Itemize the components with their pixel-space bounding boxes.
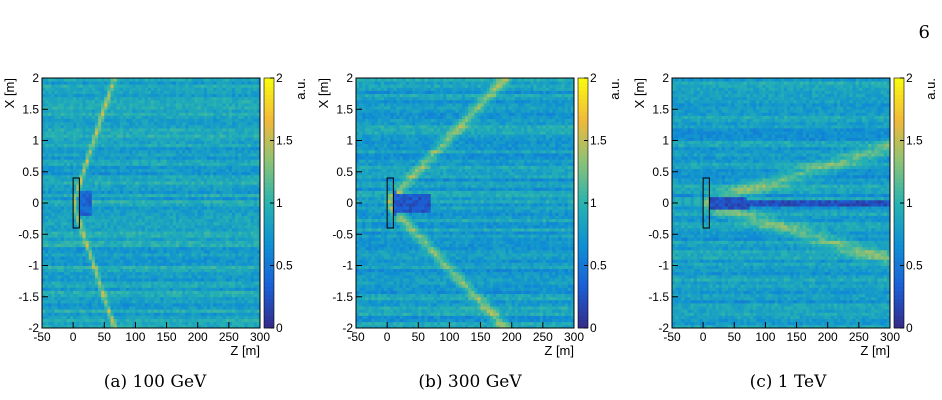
colorbar xyxy=(264,78,274,329)
y-tick-label: 0 xyxy=(662,196,669,210)
y-tick-label: 1.5 xyxy=(652,102,669,116)
y-tick-label: 0 xyxy=(346,196,353,210)
x-tick-label: 200 xyxy=(502,330,522,344)
y-tick-label: 1 xyxy=(32,134,39,148)
y-tick-label: -1.5 xyxy=(648,290,669,304)
x-tick-label: 250 xyxy=(849,330,869,344)
y-tick-label: -1 xyxy=(342,259,353,273)
x-tick-label: 0 xyxy=(70,330,77,344)
y-tick-label: -0.5 xyxy=(332,227,353,241)
y-tick-label: -1 xyxy=(658,259,669,273)
x-tick-label: -50 xyxy=(347,330,365,344)
colorbar-title: a.u. xyxy=(293,78,308,100)
heatmap-cells xyxy=(672,78,891,329)
y-tick-label: -1 xyxy=(28,259,39,273)
panel-c: -50 0 50 100 150 200 250 300 -2 -1.5 -1 -0.5 0 0.5 1 1.… xyxy=(630,70,940,370)
caption-a: (a) 100 GeV xyxy=(103,372,207,392)
detector-box xyxy=(72,177,80,229)
colorbar-tick-label: 0 xyxy=(276,321,283,335)
colorbar-tick-label: 1 xyxy=(590,196,597,210)
y-axis-title: X [m] xyxy=(632,78,647,108)
colorbar-tick-label: 2 xyxy=(276,71,283,85)
detector-box xyxy=(386,177,394,229)
y-tick-label: -0.5 xyxy=(648,227,669,241)
y-tick-label: 1 xyxy=(662,134,669,148)
heatmap-cells xyxy=(356,78,575,329)
y-tick-label: 1.5 xyxy=(336,102,353,116)
x-tick-label: 50 xyxy=(98,330,112,344)
y-tick-label: 0.5 xyxy=(336,165,353,179)
colorbar-tick-label: 1 xyxy=(906,196,913,210)
x-tick-label: 100 xyxy=(755,330,775,344)
caption-c: (c) 1 TeV xyxy=(749,372,827,392)
y-tick-label: -2 xyxy=(342,321,353,335)
y-tick-label: 0.5 xyxy=(652,165,669,179)
y-tick-label: 2 xyxy=(346,71,353,85)
colorbar xyxy=(894,78,904,329)
colorbar-tick-label: 1.5 xyxy=(590,134,607,148)
colorbar-tick-label: 1.5 xyxy=(276,134,293,148)
y-tick-label: 1.5 xyxy=(22,102,39,116)
colorbar-tick-label: 0 xyxy=(590,321,597,335)
x-tick-label: 250 xyxy=(219,330,239,344)
y-tick-label: 0 xyxy=(32,196,39,210)
x-tick-label: 0 xyxy=(384,330,391,344)
y-axis-title: X [m] xyxy=(316,78,331,108)
colorbar-tick-label: 2 xyxy=(906,71,913,85)
panel-b: -50 0 50 100 150 200 250 300 -2 -1.5 -1 -0.5 0 0.5 1 1.… xyxy=(314,70,624,370)
x-tick-label: 150 xyxy=(787,330,807,344)
detector-box xyxy=(702,177,710,229)
colorbar-tick-label: 0.5 xyxy=(590,259,607,273)
y-tick-label: -0.5 xyxy=(18,227,39,241)
x-tick-label: 300 xyxy=(880,330,900,344)
colorbar xyxy=(578,78,588,329)
x-tick-label: 100 xyxy=(125,330,145,344)
colorbar-tick-label: 1 xyxy=(276,196,283,210)
x-tick-label: 150 xyxy=(157,330,177,344)
y-axis-title: X [m] xyxy=(2,78,17,108)
heatmap-100gev: -50 0 50 100 150 200 250 300 -2 -1.5 -1 -0.5 0 0.5 1 1.… xyxy=(2,71,308,358)
x-tick-label: -50 xyxy=(33,330,51,344)
x-axis-title: Z [m] xyxy=(860,343,890,358)
heatmap-1tev: -50 0 50 100 150 200 250 300 -2 -1.5 -1 -0.5 0 0.5 1 1.… xyxy=(632,71,938,358)
y-tick-label: -1.5 xyxy=(332,290,353,304)
x-axis-title: Z [m] xyxy=(230,343,260,358)
y-tick-label: 1 xyxy=(346,134,353,148)
x-tick-label: 200 xyxy=(188,330,208,344)
x-tick-label: 300 xyxy=(250,330,270,344)
x-axis-title: Z [m] xyxy=(544,343,574,358)
colorbar-tick-label: 0.5 xyxy=(906,259,923,273)
heatmap-300gev: -50 0 50 100 150 200 250 300 -2 -1.5 -1 -0.5 0 0.5 1 1.… xyxy=(316,71,622,358)
x-tick-label: -50 xyxy=(663,330,681,344)
colorbar-tick-label: 0.5 xyxy=(276,259,293,273)
colorbar-title: a.u. xyxy=(923,78,938,100)
y-tick-label: 0.5 xyxy=(22,165,39,179)
y-tick-label: -2 xyxy=(28,321,39,335)
panel-a: -50 0 50 100 150 200 250 300 -2 -1.5 -1 -0.5 0 0.5 1 1.… xyxy=(0,70,310,370)
x-tick-label: 200 xyxy=(818,330,838,344)
caption-b: (b) 300 GeV xyxy=(418,372,522,392)
colorbar-tick-label: 2 xyxy=(590,71,597,85)
y-tick-label: 2 xyxy=(32,71,39,85)
x-tick-label: 50 xyxy=(728,330,742,344)
x-tick-label: 300 xyxy=(564,330,584,344)
page-number: 6 xyxy=(918,22,930,43)
x-tick-label: 0 xyxy=(700,330,707,344)
x-tick-label: 100 xyxy=(439,330,459,344)
x-tick-label: 50 xyxy=(412,330,426,344)
x-tick-label: 150 xyxy=(471,330,491,344)
y-tick-label: -2 xyxy=(658,321,669,335)
heatmap-cells xyxy=(42,78,261,329)
colorbar-title: a.u. xyxy=(607,78,622,100)
colorbar-tick-label: 1.5 xyxy=(906,134,923,148)
y-tick-label: 2 xyxy=(662,71,669,85)
colorbar-tick-label: 0 xyxy=(906,321,913,335)
x-tick-label: 250 xyxy=(533,330,553,344)
y-tick-label: -1.5 xyxy=(18,290,39,304)
